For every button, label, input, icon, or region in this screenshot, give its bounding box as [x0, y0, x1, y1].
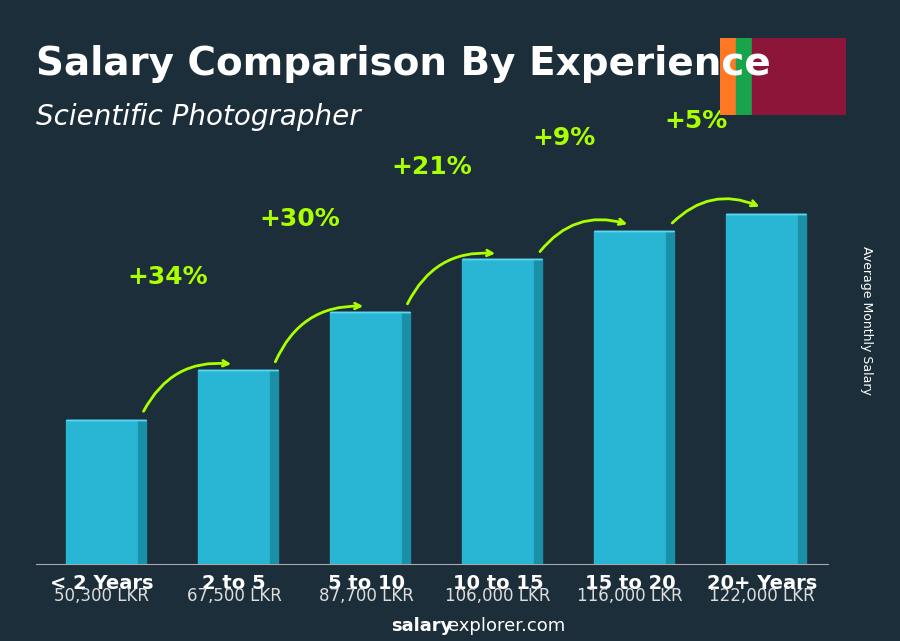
- Text: salaryexplorer.com: salaryexplorer.com: [0, 640, 1, 641]
- Text: +30%: +30%: [259, 207, 340, 231]
- Bar: [198, 370, 270, 564]
- Bar: [725, 213, 798, 564]
- Bar: [66, 420, 139, 564]
- Bar: [720, 38, 736, 115]
- Text: +5%: +5%: [664, 109, 727, 133]
- Text: explorer.com: explorer.com: [448, 617, 565, 635]
- Bar: [462, 260, 535, 564]
- Bar: [798, 213, 806, 564]
- Text: +9%: +9%: [533, 126, 596, 150]
- Text: salary: salary: [392, 617, 453, 635]
- Text: Scientific Photographer: Scientific Photographer: [36, 103, 361, 131]
- Text: 106,000 LKR: 106,000 LKR: [446, 587, 551, 605]
- Bar: [270, 370, 278, 564]
- Bar: [329, 312, 402, 564]
- Text: +34%: +34%: [128, 265, 208, 289]
- Text: Average Monthly Salary: Average Monthly Salary: [860, 246, 873, 395]
- Text: 122,000 LKR: 122,000 LKR: [709, 587, 814, 605]
- Text: 50,300 LKR: 50,300 LKR: [55, 587, 149, 605]
- Text: Salary Comparison By Experience: Salary Comparison By Experience: [36, 45, 770, 83]
- Text: 116,000 LKR: 116,000 LKR: [577, 587, 683, 605]
- Bar: [594, 231, 666, 564]
- Bar: [139, 420, 146, 564]
- Bar: [752, 38, 846, 115]
- Bar: [666, 231, 674, 564]
- Text: 67,500 LKR: 67,500 LKR: [186, 587, 282, 605]
- Bar: [535, 260, 542, 564]
- Text: 87,700 LKR: 87,700 LKR: [319, 587, 413, 605]
- Text: +21%: +21%: [392, 154, 472, 179]
- Bar: [402, 312, 410, 564]
- Bar: [736, 38, 752, 115]
